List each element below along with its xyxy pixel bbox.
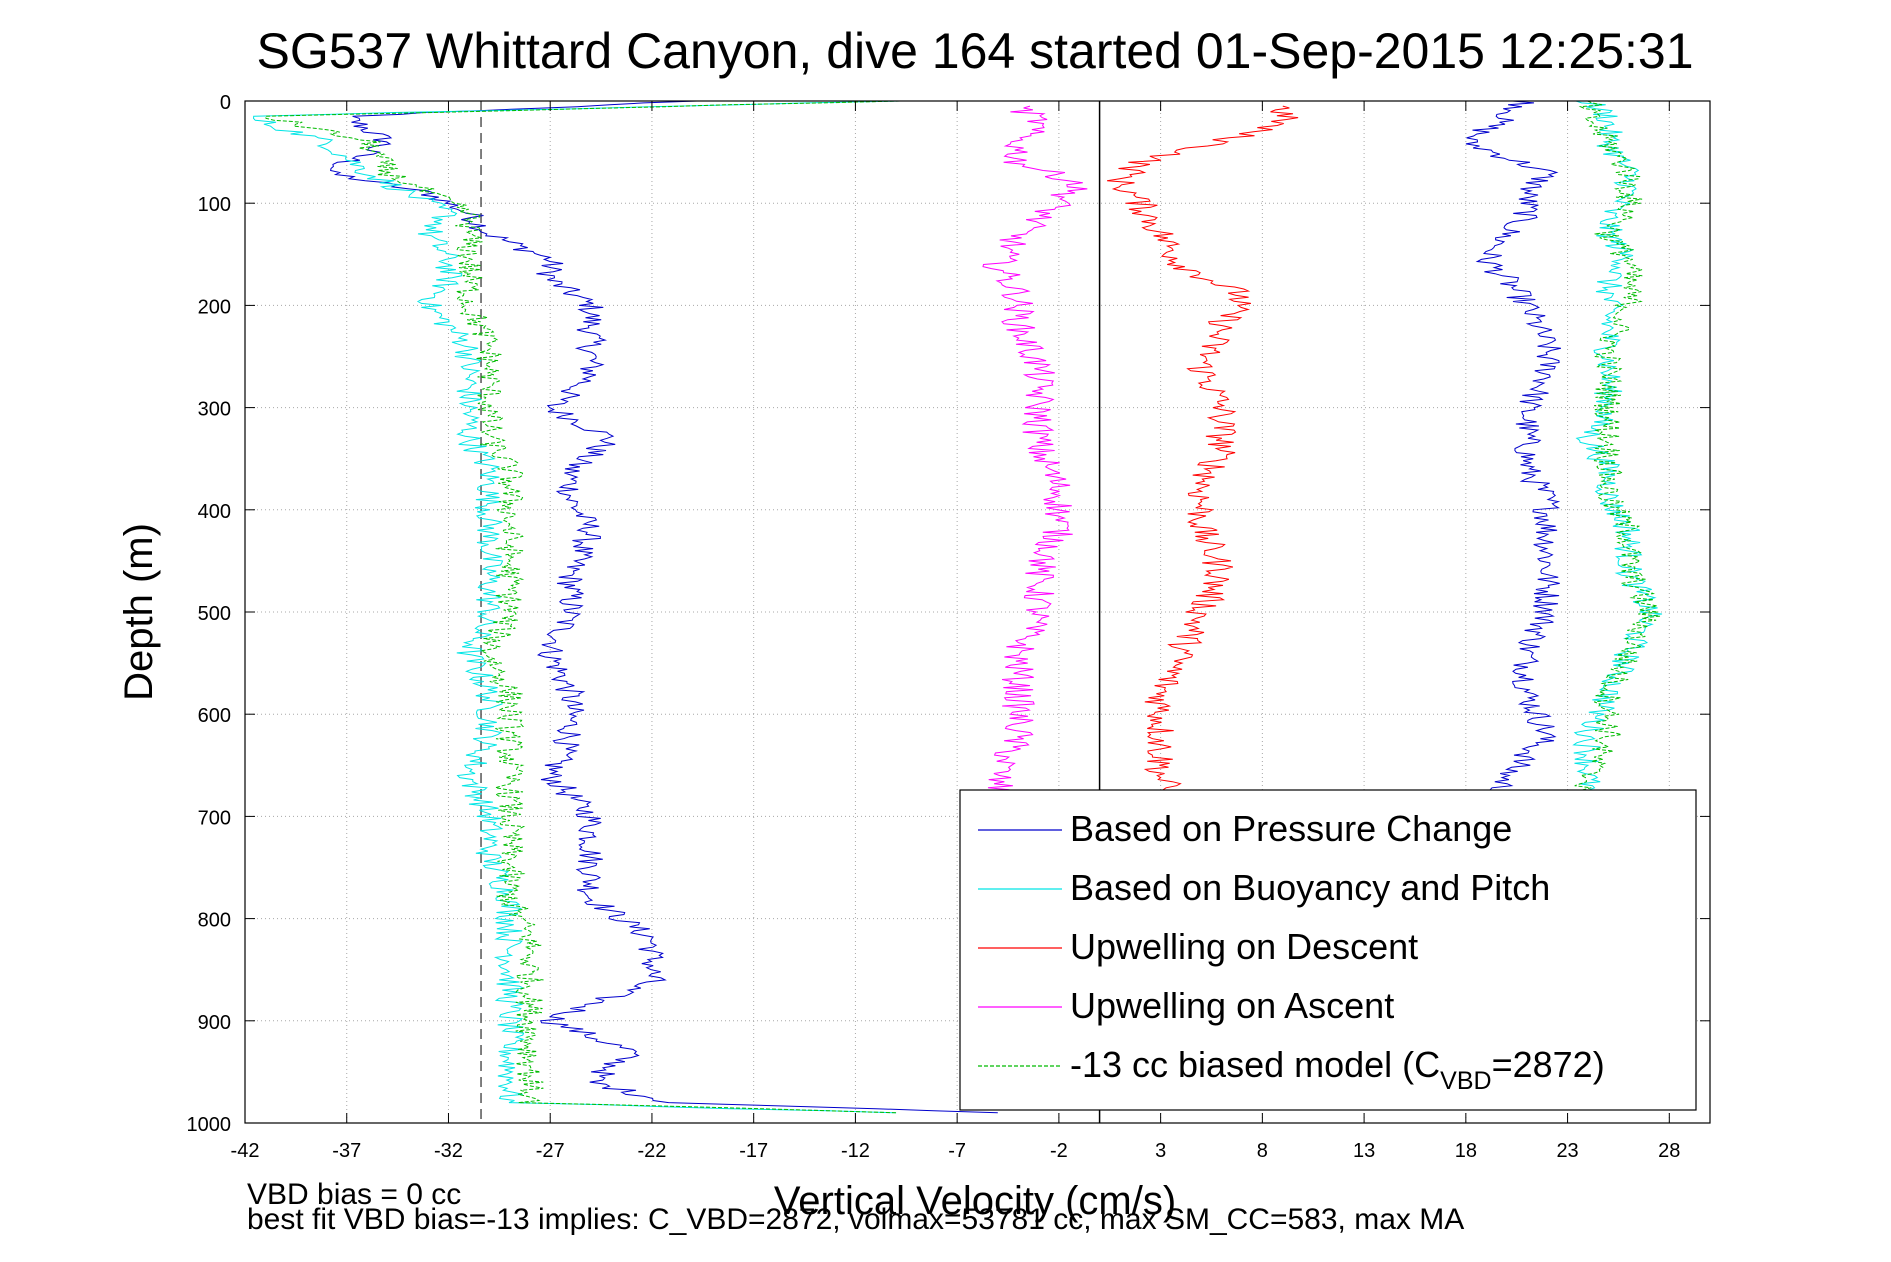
legend-entry: Based on Pressure Change <box>1070 808 1512 849</box>
series-line <box>1465 100 1562 817</box>
y-tick-label: 300 <box>198 399 231 421</box>
x-tick-label: 13 <box>1353 1140 1375 1162</box>
chart-title: SG537 Whittard Canyon, dive 164 started … <box>256 23 1693 79</box>
series-line <box>982 105 1088 817</box>
x-tick-label: -27 <box>536 1140 565 1162</box>
x-tick-label: -22 <box>637 1140 666 1162</box>
legend-box <box>959 789 1697 1111</box>
x-tick-label: 23 <box>1556 1140 1578 1162</box>
x-tick-label: -37 <box>332 1140 361 1162</box>
x-tick-label: -7 <box>948 1140 966 1162</box>
x-tick-label: 8 <box>1257 1140 1268 1162</box>
legend-entry: -13 cc biased model (CVBD=2872) <box>1070 1044 1605 1095</box>
x-tick-label: 3 <box>1155 1140 1166 1162</box>
y-tick-label: 500 <box>198 603 231 625</box>
x-tick-label: -17 <box>739 1140 768 1162</box>
y-tick-label: 800 <box>198 910 231 932</box>
ticks: -42 -37 -32 -27 -22 -17 -12 -7 -2 3 8 13 18 23 28 0 100 2… <box>187 92 1710 1162</box>
best-fit-note: best fit VBD bias=-13 implies: C_VBD=287… <box>247 1203 1465 1236</box>
series-5 <box>264 100 1661 1114</box>
y-tick-label: 0 <box>220 92 231 114</box>
series-line <box>1107 105 1299 817</box>
vbd-bias-note: VBD bias = 0 cc <box>247 1178 462 1211</box>
legend-entry: Upwelling on Descent <box>1070 926 1418 967</box>
series-line <box>1574 100 1661 817</box>
series-line <box>264 100 900 1114</box>
x-axis-label: Vertical Velocity (cm/s) <box>774 1179 1176 1223</box>
y-tick-label: 100 <box>198 194 231 216</box>
y-tick-label: 900 <box>198 1012 231 1034</box>
y-axis-label: Depth (m) <box>117 523 161 701</box>
legend: Based on Pressure Change Based on Buoyanc… <box>959 789 1697 1111</box>
legend-entry: Upwelling on Ascent <box>1070 985 1394 1026</box>
y-tick-label: 600 <box>198 705 231 727</box>
legend-entry: Based on Buoyancy and Pitch <box>1070 867 1550 908</box>
series-line <box>252 100 901 1114</box>
series-3 <box>1107 105 1299 817</box>
series-4 <box>982 105 1088 817</box>
x-tick-label: 28 <box>1658 1140 1680 1162</box>
y-tick-label: 200 <box>198 296 231 318</box>
y-tick-label: 400 <box>198 501 231 523</box>
x-tick-label: -42 <box>231 1140 260 1162</box>
x-tick-label: -32 <box>434 1140 463 1162</box>
series-line <box>330 100 998 1114</box>
y-tick-label: 700 <box>198 807 231 829</box>
x-tick-label: -12 <box>841 1140 870 1162</box>
x-tick-label: -2 <box>1050 1140 1068 1162</box>
series-1 <box>330 100 1562 1114</box>
y-tick-label: 1000 <box>187 1114 232 1136</box>
series-group <box>252 100 1663 1114</box>
x-tick-label: 18 <box>1455 1140 1477 1162</box>
